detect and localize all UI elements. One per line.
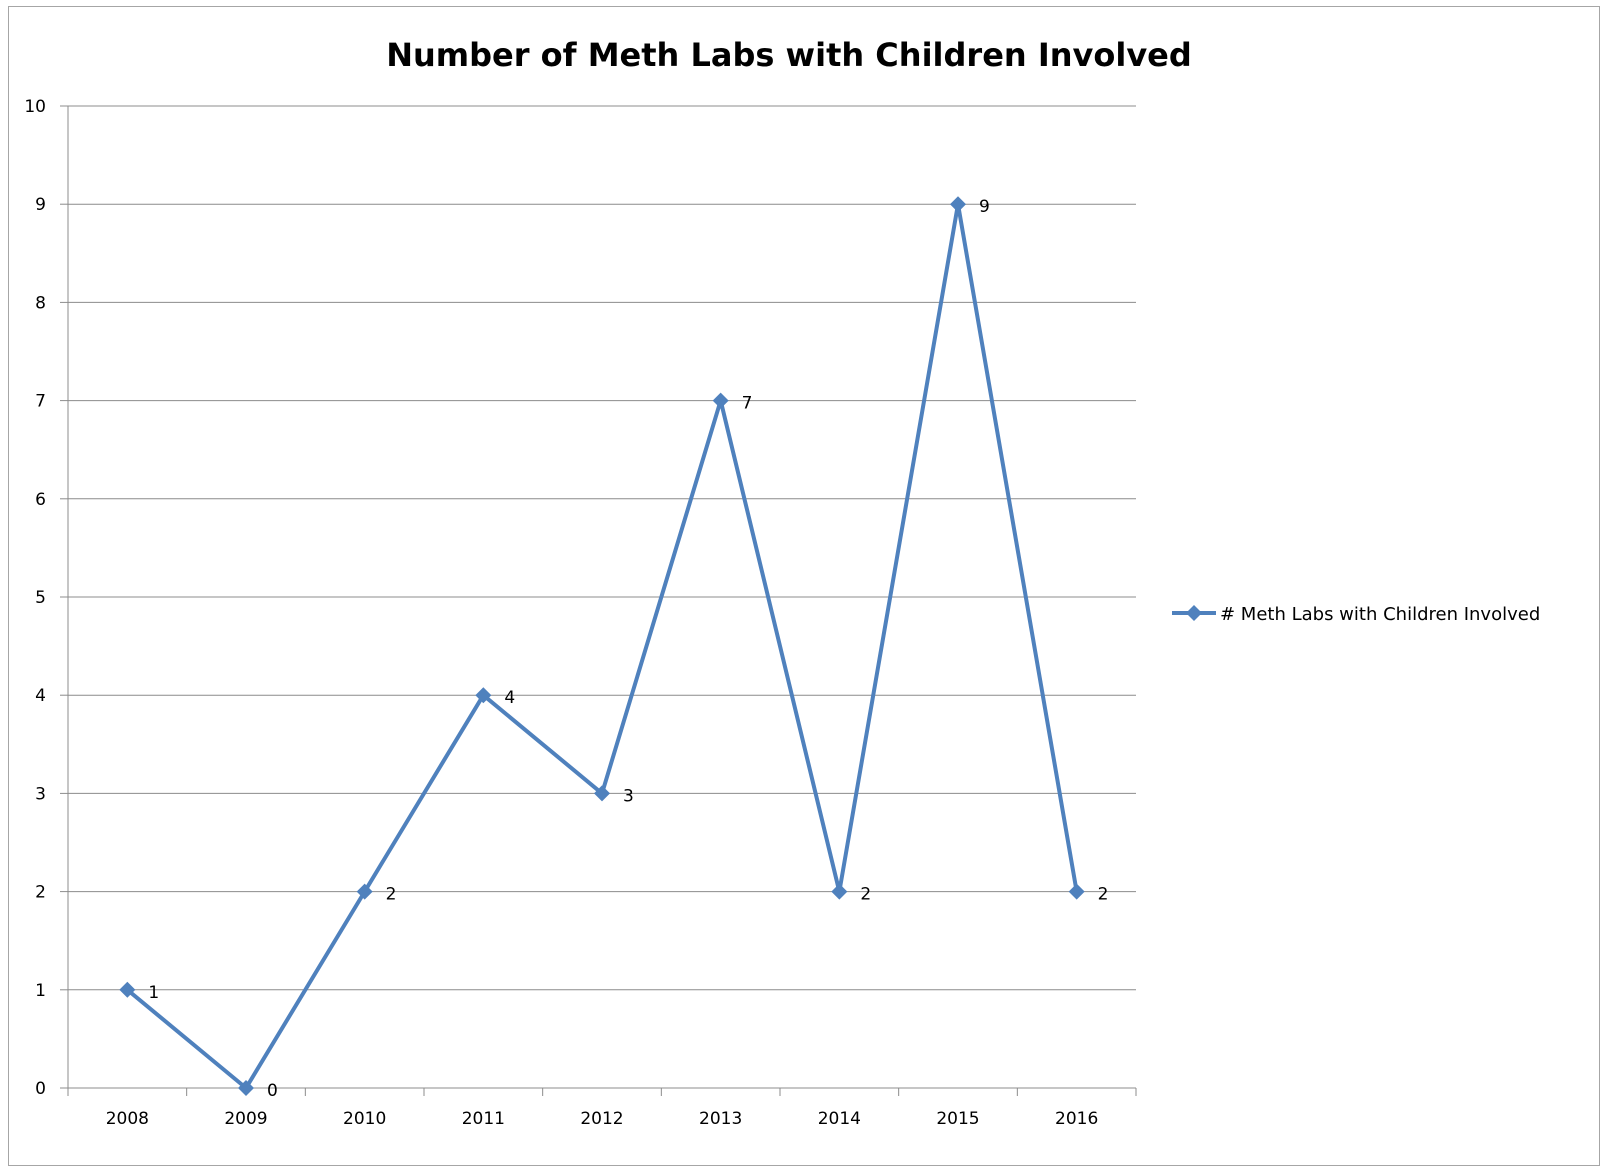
data-point-2016 — [1068, 883, 1085, 900]
legend-label: # Meth Labs with Children Involved — [1220, 604, 1540, 625]
data-label-2013: 7 — [742, 394, 753, 414]
x-tick-label-2015: 2015 — [936, 1109, 979, 1129]
data-point-2008 — [119, 981, 136, 998]
data-label-2016: 2 — [1098, 885, 1109, 905]
y-tick-label-8: 8 — [35, 293, 46, 313]
data-point-2014 — [831, 883, 848, 900]
x-tick-label-2010: 2010 — [343, 1109, 386, 1129]
x-tick-label-2012: 2012 — [580, 1109, 623, 1129]
series-group: 1 0 2 4 3 7 2 9 2 — [119, 196, 1108, 1101]
data-point-2012 — [594, 785, 610, 802]
y-tick-label-2: 2 — [35, 883, 46, 903]
data-label-2009: 0 — [267, 1081, 278, 1101]
y-tick-label-5: 5 — [35, 588, 46, 608]
y-tick-label-1: 1 — [35, 981, 46, 1001]
chart-frame — [8, 6, 1600, 1166]
data-label-2011: 4 — [504, 688, 515, 708]
legend-marker-swatch — [1186, 605, 1202, 621]
data-point-2015 — [950, 196, 966, 213]
legend: # Meth Labs with Children Involved — [1172, 604, 1540, 625]
x-tick-label-2014: 2014 — [818, 1109, 861, 1129]
data-point-2010 — [356, 883, 373, 900]
y-tick-label-7: 7 — [35, 392, 46, 412]
y-tick-label-10: 10 — [24, 97, 46, 117]
x-tick-label-2009: 2009 — [224, 1109, 267, 1129]
y-tick-label-9: 9 — [35, 195, 46, 215]
data-point-2011 — [475, 687, 492, 704]
gridlines — [68, 105, 1136, 991]
x-tick-label-2013: 2013 — [699, 1109, 742, 1129]
x-tick-label-2011: 2011 — [462, 1109, 505, 1129]
data-point-2013 — [712, 392, 729, 409]
x-axis-ticks: 2008 2009 2010 2011 2012 2013 2014 2015 2016 — [106, 1109, 1099, 1129]
x-tick-label-2008: 2008 — [106, 1109, 149, 1129]
y-axis-ticks: 0 1 2 3 4 5 6 7 8 9 10 — [24, 97, 46, 1099]
data-label-2012: 3 — [623, 786, 634, 806]
y-tick-label-3: 3 — [35, 784, 46, 804]
axes — [60, 105, 1137, 1096]
series-line — [126, 202, 1079, 1090]
y-tick-label-6: 6 — [35, 490, 46, 510]
data-label-2010: 2 — [386, 885, 397, 905]
data-point-2009 — [238, 1080, 254, 1096]
chart-title: Number of Meth Labs with Children Involv… — [386, 36, 1192, 74]
y-tick-label-4: 4 — [35, 686, 46, 706]
y-tick-label-0: 0 — [35, 1079, 46, 1099]
x-tick-label-2016: 2016 — [1055, 1109, 1098, 1129]
data-label-2008: 1 — [148, 983, 159, 1003]
data-label-2014: 2 — [860, 885, 871, 905]
data-label-2015: 9 — [979, 197, 990, 217]
